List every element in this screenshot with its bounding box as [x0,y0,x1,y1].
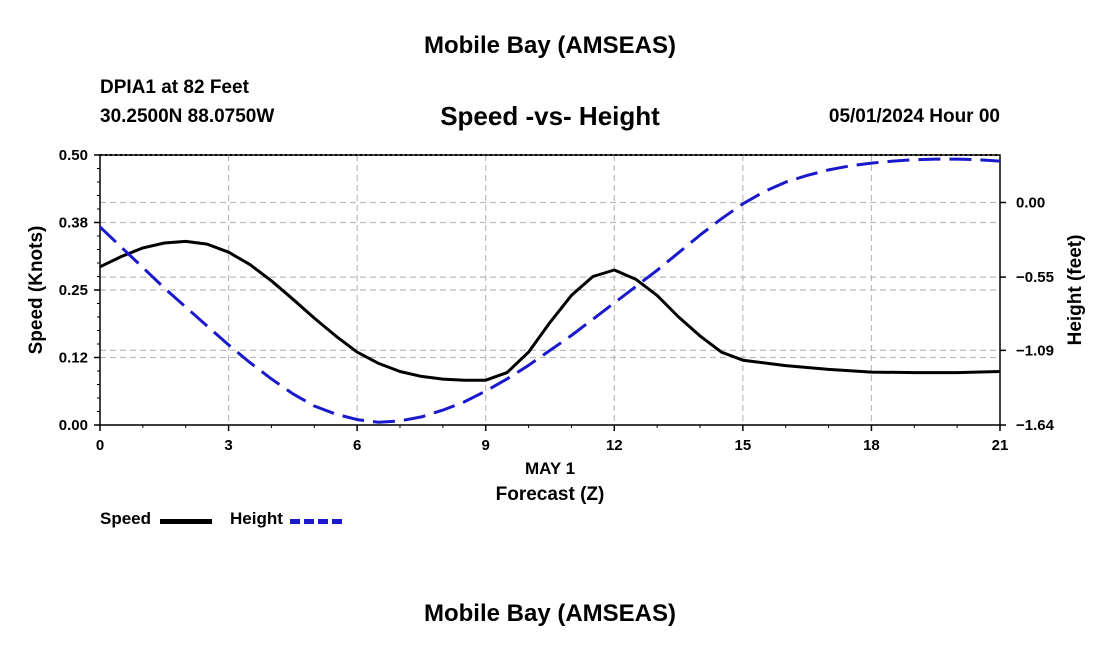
x-tick-label: 21 [992,437,1009,454]
x-tick-label: 0 [96,437,104,454]
grid-layer [100,154,1000,426]
ticks-layer: 0 3 6 9 12 15 18 21 0.00 0.12 0.25 0.38 0.50 −1.64 −1.… [59,147,1055,454]
legend-height-swatch [290,519,342,524]
speed-height-chart: 0 3 6 9 12 15 18 21 0.00 0.12 0.25 0.38 0.50 −1.64 −1.… [26,147,1086,505]
x-axis-date-label: MAY 1 [525,459,575,478]
station-coordinates: 30.2500N 88.0750W [100,106,275,127]
chart-main-title: Mobile Bay (AMSEAS) [423,32,677,59]
y-right-tick-label: −1.64 [1016,417,1055,434]
y-right-tick-label: 0.00 [1016,194,1045,211]
x-tick-label: 3 [224,437,232,454]
y-right-tick-label: −0.55 [1016,269,1054,286]
y-left-tick-label: 0.50 [59,147,88,164]
y-right-tick-label: −1.09 [1016,342,1054,359]
x-tick-label: 9 [482,437,490,454]
y-left-tick-label: 0.00 [59,417,88,434]
x-axis-label: Forecast (Z) [496,484,605,505]
x-tick-label: 15 [735,437,752,454]
legend-height-label: Height [230,509,283,528]
y-left-tick-label: 0.12 [59,350,88,367]
x-tick-label: 18 [863,437,880,454]
legend-speed-swatch [160,519,212,524]
x-tick-label: 6 [353,437,361,454]
series-layer [98,157,1001,424]
series-line-speed [99,239,1001,382]
series-line-height [98,157,1001,424]
station-label: DPIA1 at 82 Feet [100,77,249,98]
legend-speed-label: Speed [100,509,152,528]
x-tick-label: 12 [606,437,623,454]
y-axis-left-label: Speed (Knots) [26,226,47,355]
y-axis-right-label: Height (feet) [1065,235,1086,346]
forecast-datetime: 05/01/2024 Hour 00 [828,106,1000,127]
y-left-tick-label: 0.25 [59,282,88,299]
chart-bottom-title: Mobile Bay (AMSEAS) [423,600,677,627]
y-left-tick-label: 0.38 [59,215,88,232]
chart-subtitle: Speed -vs- Height [440,101,660,131]
